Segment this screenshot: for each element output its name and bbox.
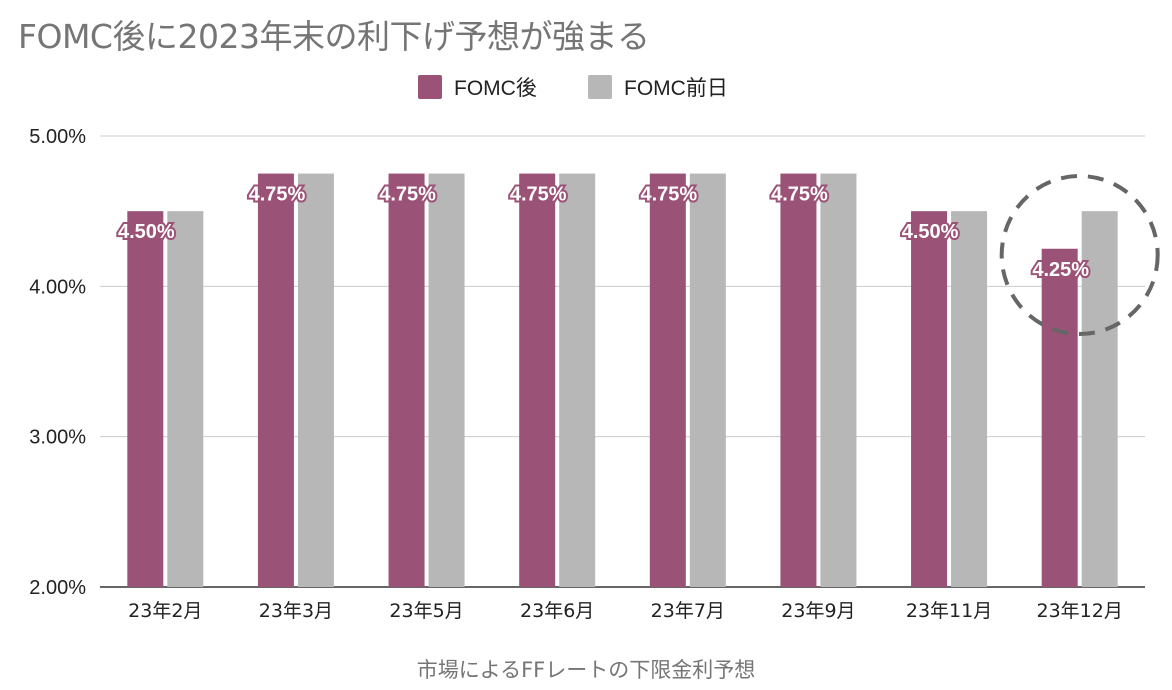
x-tick-label: 23年9月 <box>781 600 855 622</box>
legend-label-fomc-before: FOMC前日 <box>624 77 728 100</box>
bar-fomc-before <box>820 173 857 588</box>
x-tick-label: 23年6月 <box>520 600 594 622</box>
bar-fomc-after <box>257 173 294 588</box>
legend-item-fomc-after: FOMC後 <box>418 72 537 102</box>
bar-fomc-before <box>689 173 726 588</box>
legend-item-fomc-before: FOMC前日 <box>588 72 728 102</box>
y-tick-label: 3.00% <box>29 427 86 449</box>
bar-fomc-before <box>951 211 988 587</box>
data-label: 4.75% <box>510 184 567 206</box>
data-label: 4.50% <box>118 221 175 243</box>
bar-fomc-before <box>428 173 465 588</box>
bar-fomc-before <box>559 173 596 588</box>
y-tick-label: 5.00% <box>29 126 86 148</box>
bar-fomc-after <box>911 211 948 587</box>
data-label: 4.75% <box>771 184 828 206</box>
x-tick-label: 23年5月 <box>389 600 463 622</box>
x-tick-label: 23年3月 <box>259 600 333 622</box>
data-label: 4.75% <box>249 184 306 206</box>
bar-fomc-before <box>167 211 204 587</box>
x-axis-title: 市場によるFFレートの下限金利予想 <box>416 658 756 682</box>
bar-fomc-after <box>127 211 164 587</box>
legend-label-fomc-after: FOMC後 <box>454 77 537 100</box>
x-tick-label: 23年11月 <box>906 600 992 622</box>
bar-fomc-after <box>780 173 817 588</box>
data-label: 4.75% <box>379 184 436 206</box>
x-tick-label: 23年7月 <box>651 600 725 622</box>
bar-fomc-after <box>649 173 686 588</box>
bar-fomc-before <box>1081 211 1118 587</box>
y-tick-label: 4.00% <box>29 276 86 298</box>
legend: FOMC後 FOMC前日 <box>0 72 1172 104</box>
legend-swatch-fomc-before <box>588 75 612 99</box>
data-label: 4.25% <box>1032 259 1089 281</box>
y-tick-label: 2.00% <box>29 577 86 599</box>
bar-fomc-after <box>1041 248 1078 587</box>
highlight-circle <box>999 174 1160 336</box>
legend-swatch-fomc-after <box>418 75 442 99</box>
x-tick-label: 23年2月 <box>128 600 202 622</box>
bar-fomc-after <box>388 173 425 588</box>
bar-fomc-after <box>519 173 556 588</box>
data-label: 4.50% <box>902 221 959 243</box>
bar-fomc-before <box>297 173 334 588</box>
x-tick-label: 23年12月 <box>1037 600 1123 622</box>
chart-title: FOMC後に2023年末の利下げ予想が強まる <box>18 17 650 56</box>
data-label: 4.75% <box>640 184 697 206</box>
